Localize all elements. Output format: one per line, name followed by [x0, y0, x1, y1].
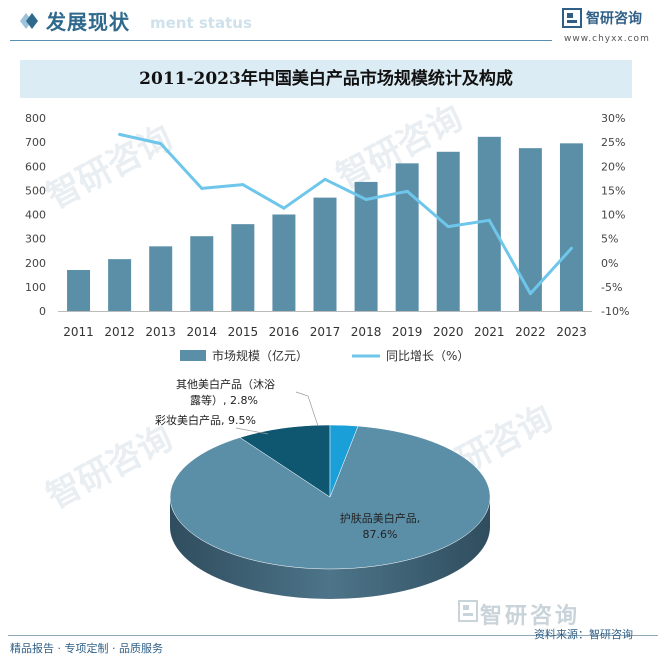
pie-label-main: 护肤品美白产品,	[340, 511, 421, 525]
pie-label-third: 其他美白产品（沐浴	[176, 377, 275, 391]
x-axis-tick: 2017	[310, 325, 341, 339]
pie-value-main: 87.6%	[363, 528, 398, 541]
pie-leader-line	[296, 392, 318, 426]
x-axis-tick: 2015	[228, 325, 259, 339]
growth-point	[570, 247, 573, 250]
left-axis-tick: 400	[25, 209, 46, 222]
growth-point	[241, 183, 244, 186]
left-axis-tick: 800	[25, 112, 46, 125]
diamond-icon	[12, 10, 40, 32]
bar	[560, 143, 583, 311]
right-axis-tick: 25%	[601, 136, 625, 149]
bar	[108, 259, 131, 311]
pie-value-third: 露等）, 2.8%	[190, 393, 258, 407]
growth-point	[447, 225, 450, 228]
x-axis-tick: 2023	[556, 325, 587, 339]
footer-tagline: 精品报告 · 专项定制 · 品质服务	[10, 640, 163, 656]
growth-point	[200, 187, 203, 190]
right-axis-tick: 30%	[601, 112, 625, 125]
right-axis-tick: 20%	[601, 160, 625, 173]
pie-label-second: 彩妆美白产品, 9.5%	[155, 413, 256, 427]
section-title: 发展现状	[46, 6, 130, 35]
right-axis-tick: 5%	[601, 233, 618, 246]
bar	[314, 198, 337, 311]
footer-source: 资料来源：智研咨询	[534, 626, 633, 642]
ghost-subtitle: ment status	[150, 14, 252, 32]
legend-bar-label: 市场规模（亿元）	[212, 348, 308, 363]
pie-leader-line	[236, 428, 268, 434]
growth-point	[488, 219, 491, 222]
growth-point	[282, 207, 285, 210]
growth-point	[365, 198, 368, 201]
bar	[67, 270, 90, 311]
growth-point	[529, 292, 532, 295]
chart-title: 2011-2023年中国美白产品市场规模统计及构成	[20, 60, 632, 98]
left-axis-tick: 700	[25, 136, 46, 149]
growth-point	[159, 142, 162, 145]
bar	[355, 182, 378, 311]
x-axis-tick: 2019	[392, 325, 423, 339]
left-axis-tick: 300	[25, 233, 46, 246]
x-axis-tick: 2013	[145, 325, 176, 339]
x-axis-tick: 2012	[104, 325, 135, 339]
legend-line-label: 同比增长（%）	[386, 349, 469, 363]
right-axis-tick: 0%	[601, 257, 618, 270]
x-axis-tick: 2014	[186, 325, 217, 339]
x-axis-tick: 2016	[269, 325, 300, 339]
footer-brand-icon	[458, 600, 478, 622]
bar	[231, 224, 254, 311]
x-axis-tick: 2020	[433, 325, 464, 339]
growth-point	[406, 190, 409, 193]
legend-bar-swatch	[180, 350, 206, 361]
left-axis-tick: 600	[25, 160, 46, 173]
right-axis-tick: 15%	[601, 184, 625, 197]
x-axis-tick: 2022	[515, 325, 546, 339]
bar	[190, 236, 213, 311]
growth-point	[324, 178, 327, 181]
bar	[149, 246, 172, 311]
bar	[478, 137, 501, 311]
bar	[437, 152, 460, 311]
x-axis-tick: 2021	[474, 325, 505, 339]
left-axis-tick: 200	[25, 257, 46, 270]
right-axis-tick: -5%	[601, 281, 622, 294]
header: ment status 发展现状 智研咨询 www.chyxx.com	[0, 0, 666, 42]
chart-title-band: 2011-2023年中国美白产品市场规模统计及构成	[20, 60, 632, 98]
bar	[272, 215, 295, 312]
left-axis-tick: 0	[39, 305, 46, 318]
brand-url: www.chyxx.com	[564, 34, 650, 44]
growth-point	[118, 133, 121, 136]
left-axis-tick: 100	[25, 281, 46, 294]
brand-name: 智研咨询	[586, 8, 642, 28]
right-axis-tick: 10%	[601, 209, 625, 222]
bar	[396, 163, 419, 311]
left-axis-tick: 500	[25, 184, 46, 197]
combo-chart: 0 100 200 300 400 500 600 700 800 -10% -5% 0% 5% 10% 1…	[0, 100, 666, 370]
header-divider	[10, 40, 552, 41]
x-axis-tick: 2018	[351, 325, 382, 339]
right-axis-tick: -10%	[601, 305, 629, 318]
brand-icon	[562, 8, 582, 28]
x-axis-tick: 2011	[63, 325, 94, 339]
growth-line	[120, 134, 572, 293]
